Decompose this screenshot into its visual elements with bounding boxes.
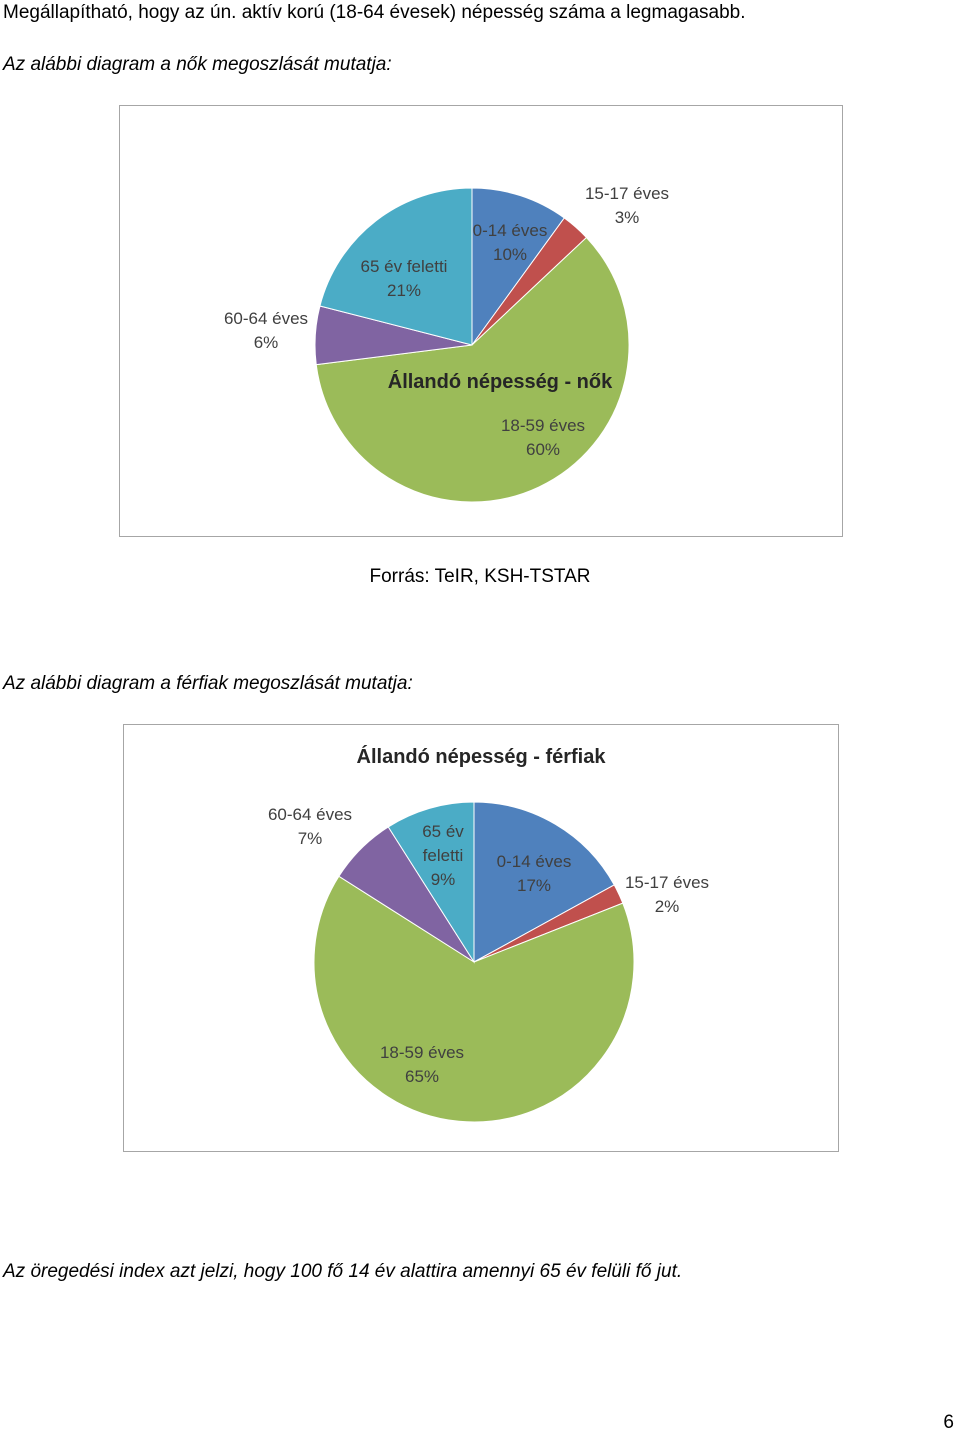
slice-label-18-59-ves: 18-59 éves [380, 1043, 464, 1062]
slice-value-0-14-ves: 10% [493, 245, 527, 264]
pie-slice-18-59-ves [315, 236, 630, 503]
slice-label-15-17-ves: 15-17 éves [625, 873, 709, 892]
pie-slice-18-59-ves [313, 875, 635, 1123]
source-text: Forrás: TeIR, KSH-TSTAR [369, 566, 591, 587]
slice-label-15-17-ves: 15-17 éves [585, 184, 669, 203]
chart-title: Állandó népesség - férfiak [357, 745, 607, 768]
slice-value-60-64-ves: 7% [298, 829, 323, 848]
slice-value-15-17-ves: 3% [615, 208, 640, 227]
pie-slice-65-v-feletti [319, 187, 473, 346]
men-pie-svg: 0-14 éves 17% 15-17 éves 2% 18-59 éves 65% 60-… [268, 745, 709, 1123]
slice-label-0-14-ves: 0-14 éves [473, 221, 548, 240]
slice-label-0-14-ves: 0-14 éves [497, 852, 572, 871]
pie-slice-0-14-ves [471, 187, 565, 347]
slice-value-18-59-ves: 60% [526, 440, 560, 459]
slice-label-65-v-feletti: 65 év [422, 822, 464, 841]
slice-label-18-59-ves: 18-59 éves [501, 416, 585, 435]
slice-label-65-v-feletti: 65 év feletti [361, 257, 448, 276]
women-pie-svg: 0-14 éves 10% 15-17 éves 3% 18-59 éves 60% 60-… [224, 184, 669, 503]
slice-value-0-14-ves: 17% [517, 876, 551, 895]
chart-title: Állandó népesség - nők [388, 370, 613, 393]
slice-label-60-64-ves: 60-64 éves [224, 309, 308, 328]
slice-value-65-v-feletti: 9% [431, 870, 456, 889]
women-caption: Az alábbi diagram a nők megoszlását muta… [3, 54, 392, 75]
pie-slice-0-14-ves [473, 801, 615, 963]
slice-value-15-17-ves: 2% [655, 897, 680, 916]
men-chart: 0-14 éves 17% 15-17 éves 2% 18-59 éves 65% 60-… [123, 724, 839, 1152]
slice-label-65-v-feletti: feletti [423, 846, 464, 865]
pie-slice-65-v-feletti [387, 801, 475, 964]
aging-text: Az öregedési index azt jelzi, hogy 100 f… [3, 1261, 683, 1282]
women-chart: 0-14 éves 10% 15-17 éves 3% 18-59 éves 60% 60-… [119, 105, 843, 537]
slice-value-60-64-ves: 6% [254, 333, 279, 352]
men-caption: Az alábbi diagram a férfiak megoszlását … [3, 673, 413, 694]
slice-value-65-v-feletti: 21% [387, 281, 421, 300]
slice-label-60-64-ves: 60-64 éves [268, 805, 352, 824]
slice-value-18-59-ves: 65% [405, 1067, 439, 1086]
intro-text: Megállapítható, hogy az ún. aktív korú (… [3, 2, 746, 23]
page-number: 6 [943, 1412, 954, 1433]
